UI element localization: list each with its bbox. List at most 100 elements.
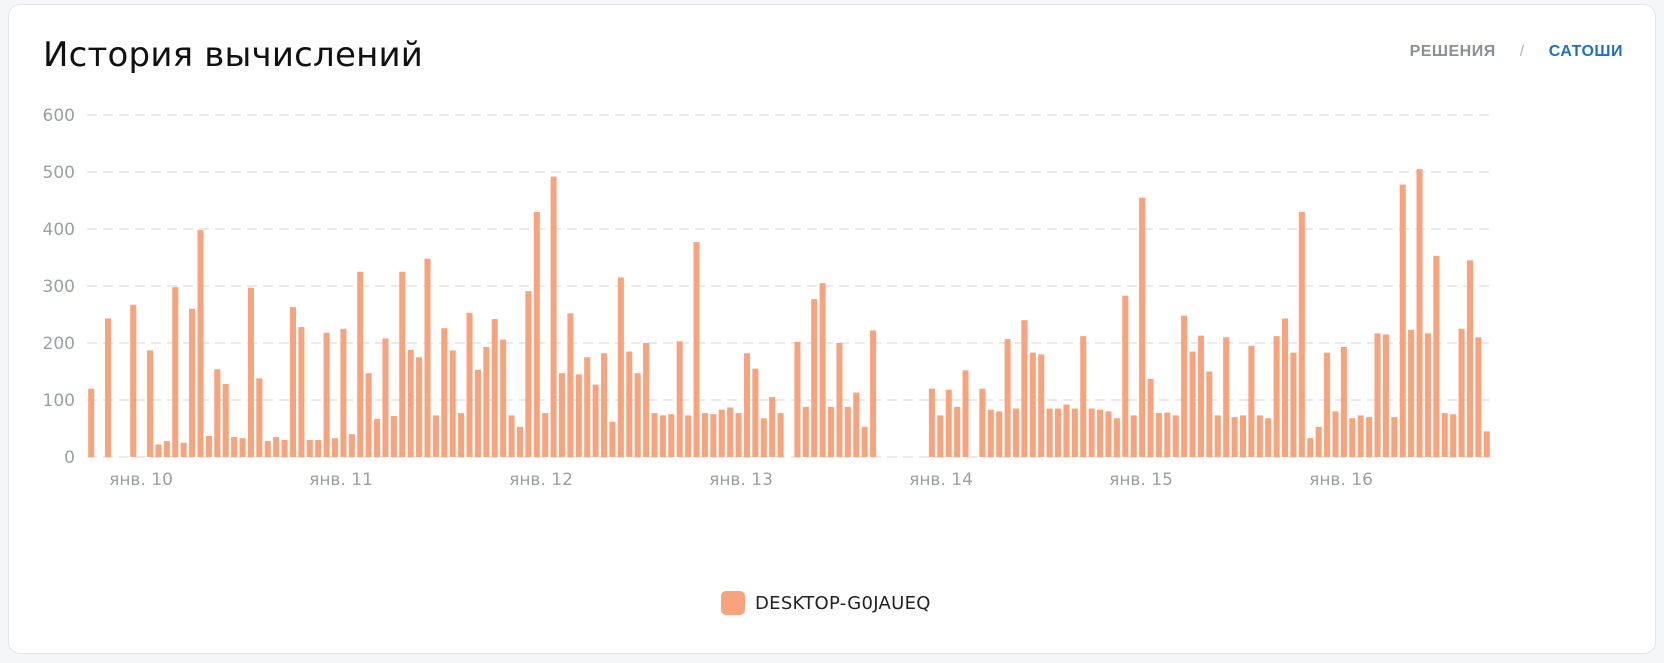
bar[interactable] [1483, 431, 1490, 457]
bar[interactable] [617, 277, 624, 457]
bar[interactable] [399, 271, 406, 457]
bar[interactable] [1004, 339, 1011, 457]
bar[interactable] [1298, 211, 1305, 457]
bar[interactable] [147, 350, 154, 457]
bar[interactable] [1340, 346, 1347, 457]
bar[interactable] [634, 373, 641, 457]
bar[interactable] [365, 373, 372, 457]
bar[interactable] [1475, 337, 1482, 457]
bar[interactable] [1450, 414, 1457, 457]
bar[interactable] [558, 373, 566, 457]
bar[interactable] [197, 230, 204, 457]
bar[interactable] [500, 339, 507, 457]
bar[interactable] [180, 442, 187, 457]
bar[interactable] [382, 338, 389, 457]
bar[interactable] [1332, 411, 1339, 457]
bar[interactable] [1399, 184, 1406, 458]
bar[interactable] [1408, 329, 1415, 457]
bar[interactable] [441, 328, 448, 457]
bar[interactable] [1273, 336, 1280, 457]
bar[interactable] [130, 304, 137, 457]
bar[interactable] [525, 291, 532, 457]
bar[interactable] [626, 351, 633, 457]
bar[interactable] [1239, 415, 1247, 457]
bar[interactable] [466, 312, 473, 457]
bar[interactable] [701, 413, 708, 457]
bar[interactable] [1433, 255, 1440, 457]
bar[interactable] [340, 328, 347, 457]
bar[interactable] [1307, 438, 1314, 457]
bar[interactable] [979, 388, 986, 457]
bar[interactable] [1366, 417, 1373, 457]
bar[interactable] [1155, 413, 1162, 457]
bar[interactable] [491, 319, 498, 457]
bar[interactable] [685, 415, 692, 457]
bar[interactable] [357, 271, 364, 457]
bar[interactable] [727, 407, 734, 457]
bar[interactable] [432, 415, 439, 457]
bar[interactable] [1282, 318, 1289, 457]
bar[interactable] [1424, 333, 1431, 457]
bar[interactable] [449, 350, 456, 457]
bar[interactable] [794, 341, 801, 457]
bar[interactable] [1021, 320, 1028, 457]
bar[interactable] [575, 374, 582, 457]
bar[interactable] [1164, 412, 1171, 457]
bar[interactable] [769, 397, 776, 457]
bar[interactable] [1197, 335, 1204, 457]
bar[interactable] [1315, 426, 1322, 457]
bar[interactable] [1071, 408, 1078, 457]
bar[interactable] [1088, 408, 1095, 457]
bar[interactable] [550, 176, 557, 457]
bar[interactable] [348, 434, 355, 457]
bar[interactable] [811, 299, 818, 457]
bar[interactable] [1029, 352, 1036, 457]
bar[interactable] [861, 426, 868, 457]
bar[interactable] [416, 357, 423, 457]
legend-item[interactable]: DESKTOP-G0JAUEQ [721, 591, 931, 615]
bar[interactable] [1458, 328, 1465, 457]
bar[interactable] [1181, 315, 1188, 457]
bar[interactable] [231, 437, 238, 457]
bar[interactable] [743, 353, 750, 457]
toggle-solutions[interactable]: РЕШЕНИЯ [1409, 43, 1496, 60]
bar[interactable] [609, 421, 616, 457]
bar[interactable] [937, 415, 944, 457]
bar[interactable] [828, 406, 835, 457]
bar[interactable] [1382, 334, 1389, 457]
bar[interactable] [273, 437, 280, 457]
bar[interactable] [264, 441, 271, 457]
bar[interactable] [954, 406, 961, 457]
bar[interactable] [1122, 295, 1129, 457]
bar[interactable] [1097, 409, 1104, 457]
bar[interactable] [802, 406, 809, 457]
bar[interactable] [945, 389, 952, 457]
bar[interactable] [601, 353, 608, 457]
bar[interactable] [1172, 415, 1179, 457]
bar[interactable] [1349, 418, 1356, 457]
bar[interactable] [163, 441, 170, 457]
bar[interactable] [172, 287, 179, 457]
bar[interactable] [1324, 352, 1331, 457]
bar[interactable] [1374, 333, 1381, 457]
bar[interactable] [1223, 337, 1230, 457]
bar[interactable] [643, 343, 650, 457]
bar[interactable] [1391, 417, 1398, 457]
bar[interactable] [567, 313, 574, 457]
bar[interactable] [222, 384, 229, 457]
bar[interactable] [508, 415, 515, 457]
bar[interactable] [987, 409, 994, 457]
bar[interactable] [1265, 418, 1272, 457]
bar[interactable] [306, 439, 313, 457]
bar[interactable] [483, 346, 490, 457]
bar[interactable] [1256, 415, 1263, 457]
bar[interactable] [1113, 418, 1120, 457]
bar[interactable] [189, 308, 196, 457]
bar[interactable] [407, 349, 414, 457]
bar[interactable] [819, 283, 826, 457]
bar[interactable] [1206, 371, 1213, 458]
bar[interactable] [256, 378, 263, 457]
bar[interactable] [424, 258, 431, 457]
bar[interactable] [1147, 378, 1154, 457]
bar[interactable] [1441, 413, 1448, 457]
